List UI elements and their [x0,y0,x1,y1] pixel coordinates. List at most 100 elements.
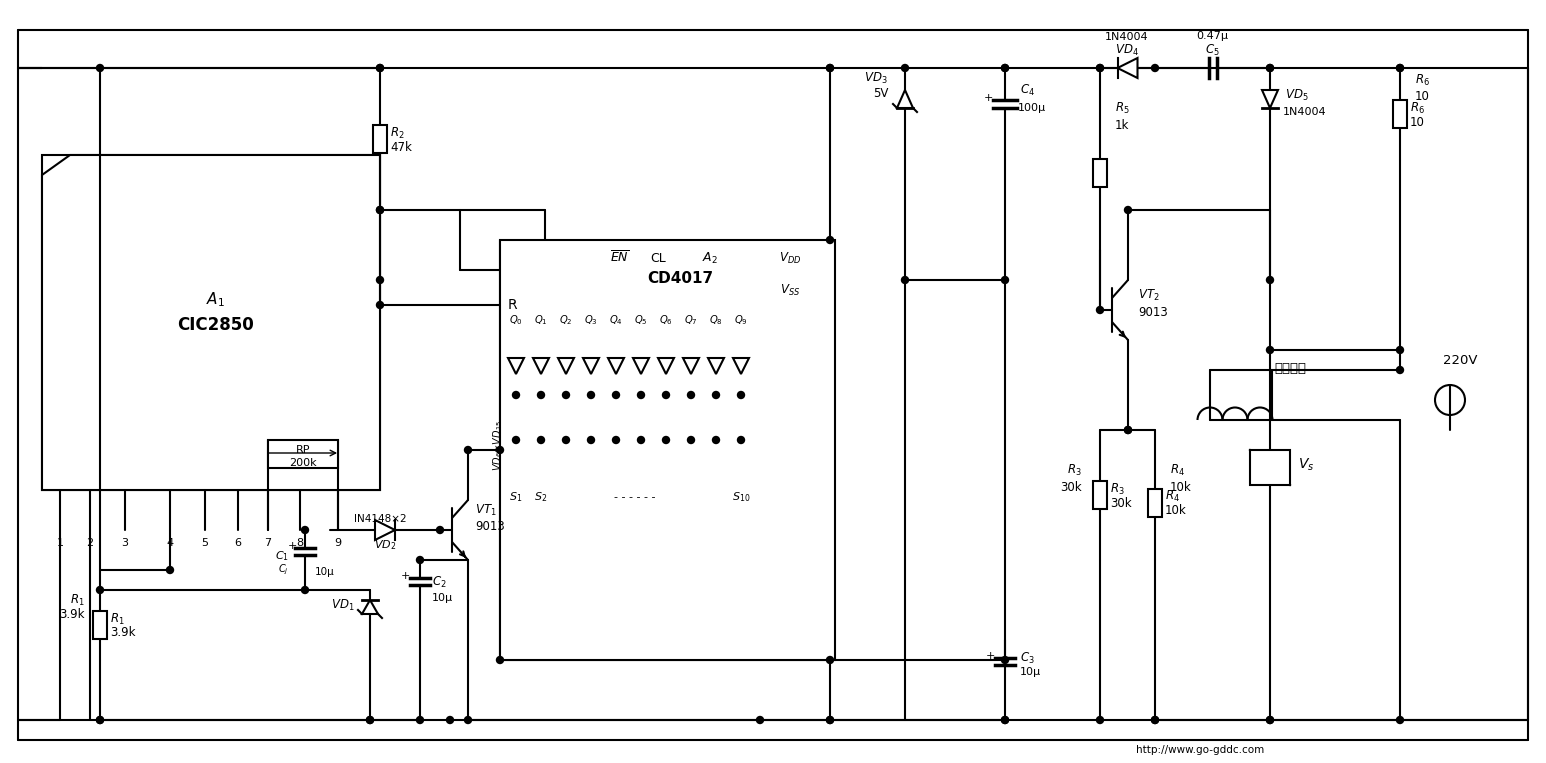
Circle shape [1396,65,1404,72]
Text: $R_4$: $R_4$ [1170,462,1184,478]
Text: 30k: 30k [1110,497,1132,510]
Text: $VD_2$: $VD_2$ [374,538,396,552]
Circle shape [901,276,909,284]
Text: $C_2$: $C_2$ [431,575,447,590]
Text: 3: 3 [122,538,128,548]
Text: 100μ: 100μ [1017,103,1047,113]
Circle shape [688,436,694,443]
Polygon shape [42,155,380,490]
Text: +: + [288,541,297,551]
Circle shape [1266,716,1274,723]
Text: $C_1$: $C_1$ [275,549,289,563]
Circle shape [496,446,504,453]
Text: $VT_2$: $VT_2$ [1138,288,1160,303]
Text: $C_3$: $C_3$ [1020,650,1034,665]
Circle shape [366,716,374,723]
Circle shape [713,436,719,443]
Circle shape [377,65,383,72]
Text: IN4148×2: IN4148×2 [354,514,407,524]
Circle shape [737,391,745,398]
Circle shape [756,716,764,723]
Circle shape [688,391,694,398]
Text: 電扇插座: 電扇插座 [1274,362,1306,375]
Polygon shape [608,358,625,374]
Circle shape [464,716,472,723]
Circle shape [827,716,833,723]
Text: 200k: 200k [289,458,317,468]
Circle shape [587,391,595,398]
Polygon shape [659,358,674,374]
Text: $Q_7$: $Q_7$ [685,313,697,327]
Text: $Q_1$: $Q_1$ [535,313,547,327]
Text: $Q_5$: $Q_5$ [634,313,648,327]
Circle shape [637,391,645,398]
Circle shape [538,391,544,398]
Text: 3.9k: 3.9k [110,626,136,639]
Circle shape [827,656,833,664]
Circle shape [447,716,453,723]
Text: $R_5$: $R_5$ [1115,101,1130,115]
Polygon shape [632,358,649,374]
Text: 1k: 1k [1115,118,1130,131]
Text: 220V: 220V [1442,353,1478,366]
Text: CL: CL [649,252,666,265]
Text: $R_2$: $R_2$ [390,125,405,140]
Circle shape [563,391,569,398]
Circle shape [1002,716,1008,723]
Text: $S_2$: $S_2$ [535,490,547,504]
Text: 9013: 9013 [475,520,504,533]
Circle shape [377,207,383,214]
Text: 10μ: 10μ [1020,667,1040,677]
Text: 0.47μ: 0.47μ [1197,31,1229,41]
Circle shape [301,587,309,594]
Text: R: R [507,298,516,312]
Bar [1251,450,1289,485]
Circle shape [1124,207,1132,214]
Text: 4: 4 [167,538,173,548]
Circle shape [416,556,424,564]
Circle shape [663,391,669,398]
Polygon shape [509,358,524,374]
Text: $R_4$: $R_4$ [1166,489,1180,504]
Text: 6: 6 [235,538,241,548]
Circle shape [587,436,595,443]
Text: $VD_1$: $VD_1$ [331,597,356,613]
Text: 10: 10 [1410,115,1425,128]
Circle shape [366,716,374,723]
Text: +: + [985,651,994,661]
Text: $R_1$: $R_1$ [71,592,85,607]
Circle shape [167,566,173,574]
Circle shape [377,301,383,308]
Text: $R_6$: $R_6$ [1415,72,1430,88]
Circle shape [827,716,833,723]
Circle shape [1266,346,1274,353]
Text: 7: 7 [264,538,272,548]
Text: 10k: 10k [1166,504,1187,517]
Text: $V_s$: $V_s$ [1299,457,1314,473]
Text: $Q_3$: $Q_3$ [584,313,598,327]
Text: $VD_5$: $VD_5$ [1285,88,1308,102]
Circle shape [1002,65,1008,72]
Text: 3.9k: 3.9k [59,609,85,622]
Circle shape [377,65,383,72]
Circle shape [496,656,504,664]
Bar [267,440,339,468]
Text: $VD_4$: $VD_4$ [1115,43,1139,57]
Text: $S_{10}$: $S_{10}$ [731,490,750,504]
Text: $R_1$: $R_1$ [110,611,125,626]
Text: 9: 9 [334,538,342,548]
Text: $C_5$: $C_5$ [1206,43,1220,57]
Text: 10k: 10k [1170,481,1192,494]
Circle shape [96,587,104,594]
Polygon shape [733,358,748,374]
Circle shape [1124,427,1132,433]
Circle shape [663,436,669,443]
Text: $Q_9$: $Q_9$ [734,313,748,327]
Circle shape [713,391,719,398]
Circle shape [96,65,104,72]
Circle shape [301,526,309,533]
Text: 2: 2 [87,538,94,548]
Circle shape [612,436,620,443]
Polygon shape [533,358,549,374]
Text: $\overline{EN}$: $\overline{EN}$ [611,250,629,266]
